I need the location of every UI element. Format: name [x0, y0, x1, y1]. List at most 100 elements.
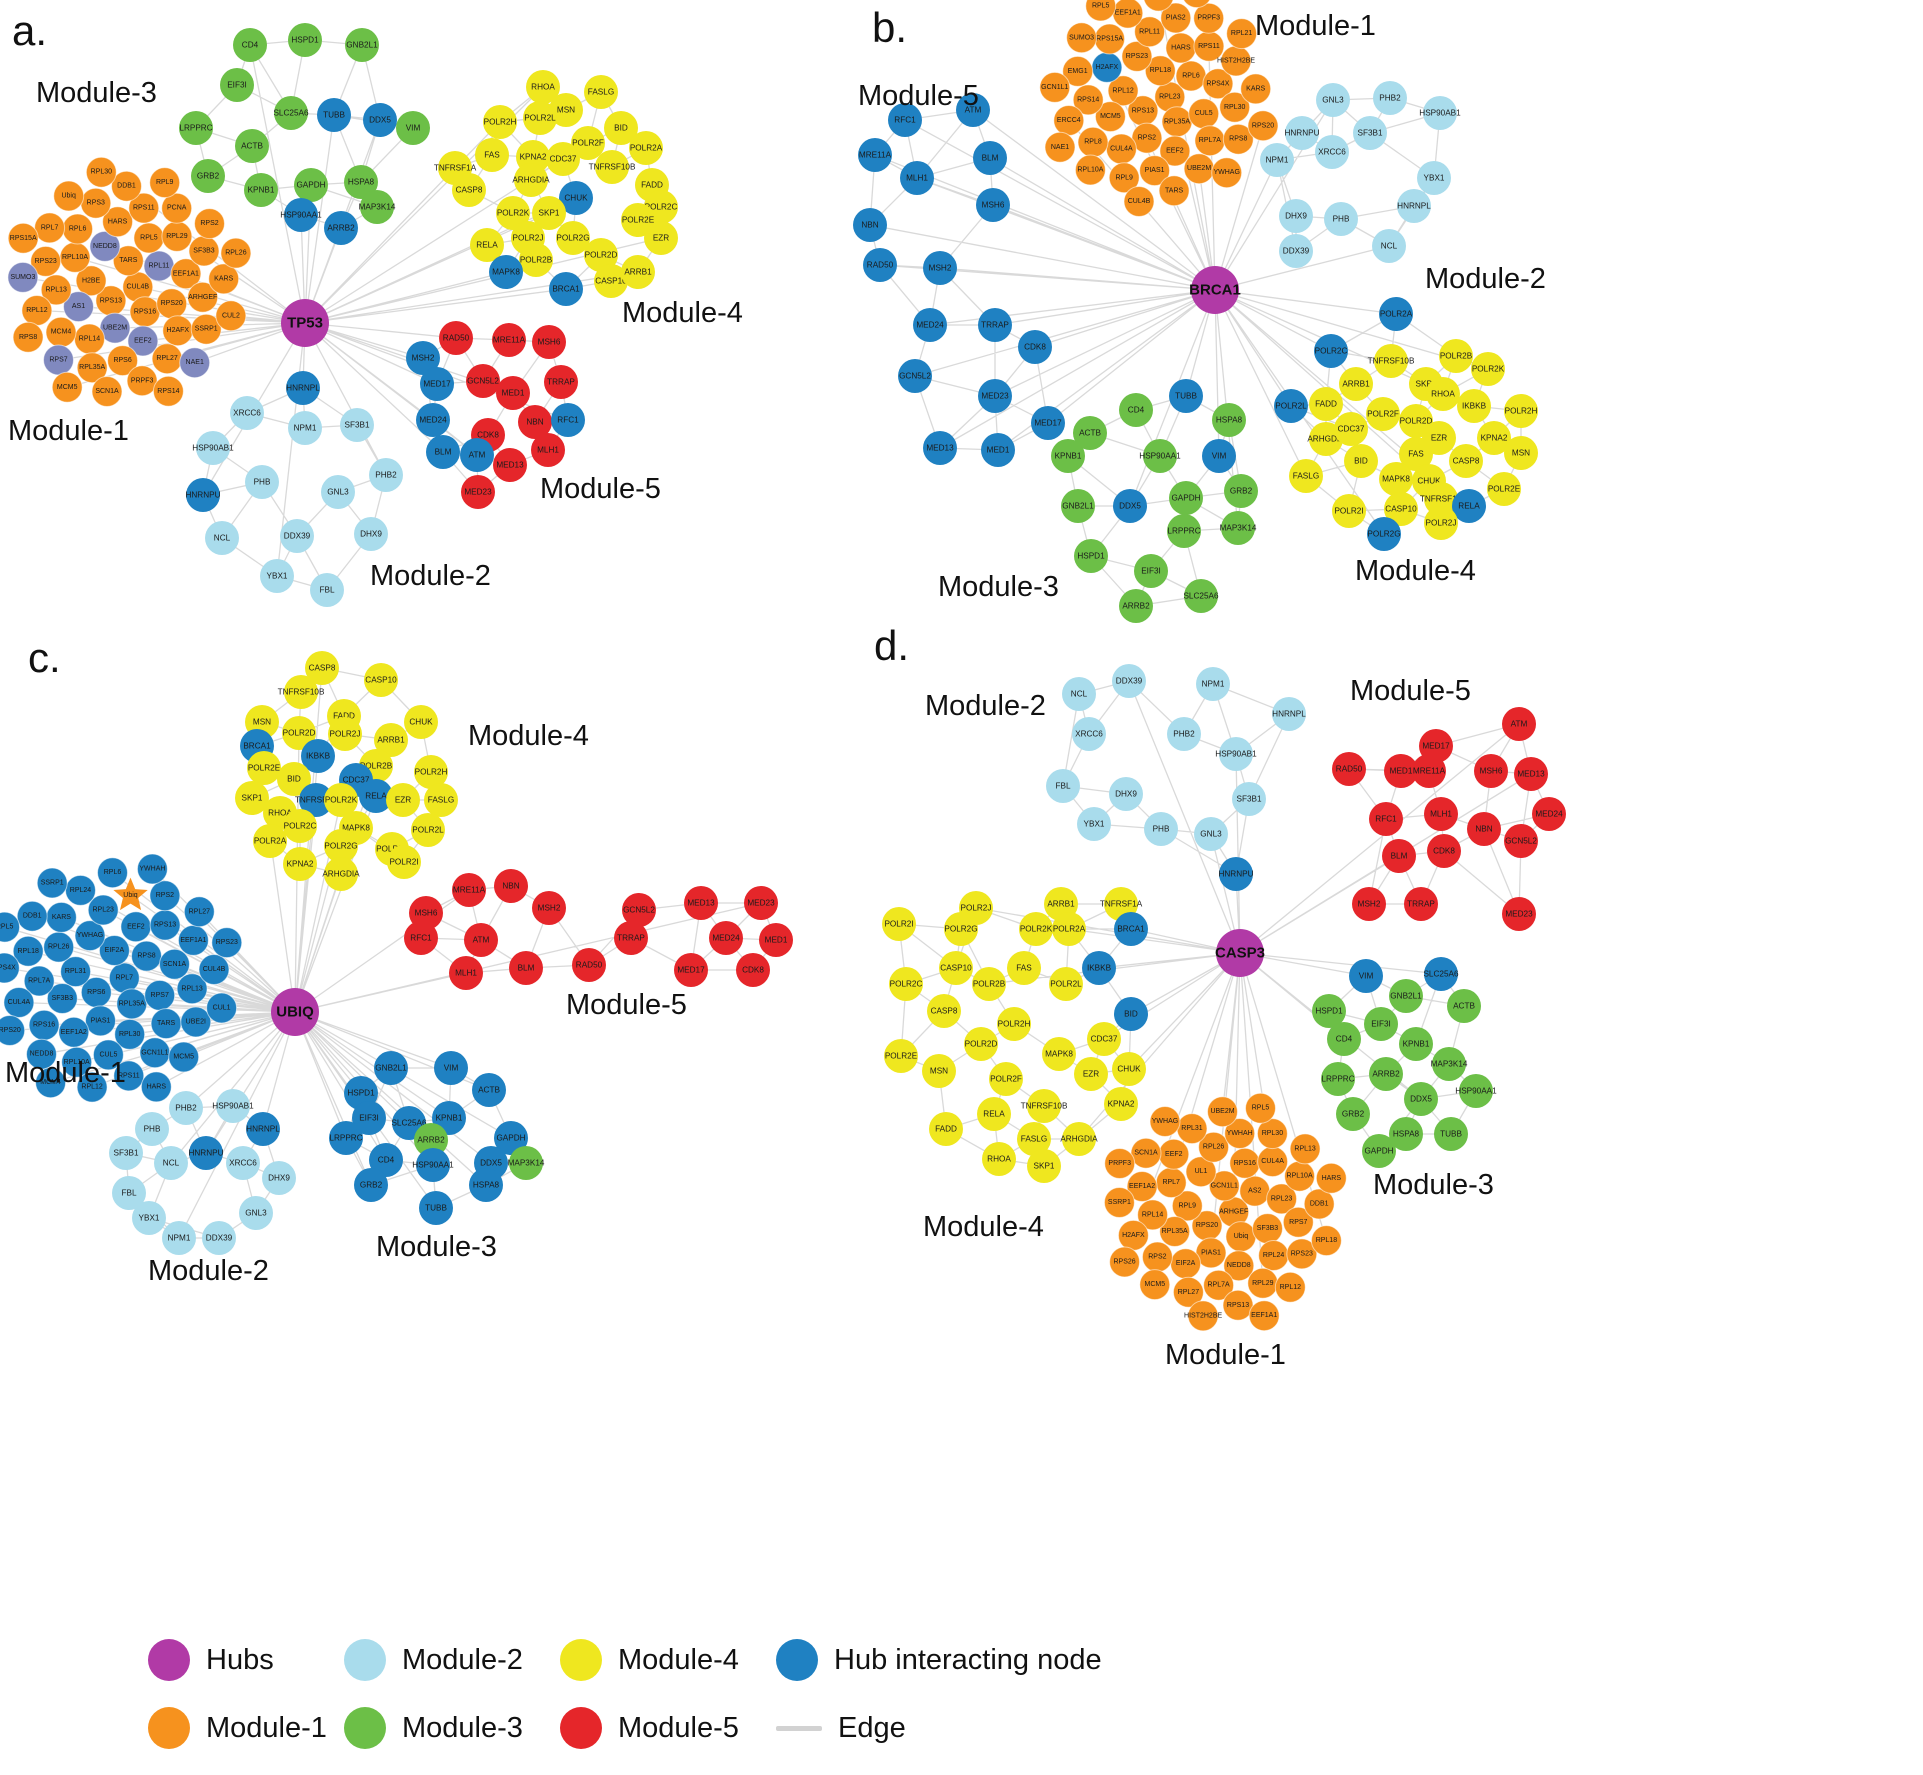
node-H2AFX[interactable] — [1117, 1219, 1149, 1251]
node-SF3B1[interactable] — [340, 408, 374, 442]
node-RPS23[interactable] — [30, 245, 62, 277]
node-POLR2L[interactable] — [1049, 967, 1083, 1001]
node-CDK8[interactable] — [1427, 834, 1461, 868]
node-BID[interactable] — [1344, 444, 1378, 478]
node-MED17[interactable] — [420, 367, 454, 401]
node-MED13[interactable] — [1514, 757, 1548, 791]
node-MED23[interactable] — [744, 886, 778, 920]
node-CUL4A[interactable] — [1105, 133, 1137, 165]
node-FAS[interactable] — [475, 138, 509, 172]
node-RPL7A[interactable] — [1203, 1269, 1235, 1301]
node-RFC1[interactable] — [1369, 802, 1403, 836]
node-HSP90AB1[interactable] — [1219, 737, 1253, 771]
node-CUL4A[interactable] — [1257, 1146, 1289, 1178]
node-GCN1L1[interactable] — [1208, 1170, 1240, 1202]
node-EEF2[interactable] — [1159, 135, 1191, 167]
node-RAD50[interactable] — [1332, 752, 1366, 786]
node-DHX9[interactable] — [354, 517, 388, 551]
node-RPL9[interactable] — [1108, 162, 1140, 194]
node-RPS15A[interactable] — [7, 222, 39, 254]
node-ARRB2[interactable] — [1369, 1057, 1403, 1091]
node-RELA[interactable] — [359, 779, 393, 813]
node-NPM1[interactable] — [162, 1221, 196, 1255]
node-RELA[interactable] — [470, 228, 504, 262]
node-RPS6[interactable] — [107, 345, 139, 377]
node-AS1[interactable] — [63, 291, 94, 323]
node-EIF3I[interactable] — [1364, 1007, 1398, 1041]
node-RAD50[interactable] — [863, 248, 897, 282]
node-MED24[interactable] — [416, 403, 450, 437]
node-MED17[interactable] — [674, 953, 708, 987]
node-RPL26[interactable] — [43, 931, 75, 963]
node-CASP8[interactable] — [305, 651, 339, 685]
node-YWHAG[interactable] — [1211, 157, 1243, 189]
node-CD4[interactable] — [1119, 393, 1153, 427]
node-TUBB[interactable] — [1169, 379, 1203, 413]
node-RPS8[interactable] — [1222, 123, 1254, 155]
node-POLR2D[interactable] — [282, 716, 316, 750]
node-XRCC6[interactable] — [226, 1146, 260, 1180]
node-POLR2H[interactable] — [1504, 394, 1538, 428]
node-RPL12[interactable] — [21, 295, 53, 326]
node-GNB2L1[interactable] — [374, 1051, 408, 1085]
node-PHB2[interactable] — [369, 458, 403, 492]
node-CD4[interactable] — [1327, 1022, 1361, 1056]
node-DDX39[interactable] — [280, 519, 314, 553]
node-TUBB[interactable] — [419, 1191, 453, 1225]
node-RPS8[interactable] — [12, 321, 44, 353]
node-RPL6[interactable] — [1175, 60, 1207, 92]
node-GNL3[interactable] — [1194, 817, 1228, 851]
node-RPL31[interactable] — [60, 956, 92, 988]
node-RPL18[interactable] — [1144, 55, 1176, 87]
node-RPL7A[interactable] — [23, 965, 55, 997]
node-MCM4[interactable] — [45, 316, 77, 348]
node-EEF2[interactable] — [1158, 1138, 1190, 1170]
node-FASLG[interactable] — [1289, 459, 1323, 493]
node-KPNB1[interactable] — [1051, 439, 1085, 473]
node-MED23[interactable] — [978, 379, 1012, 413]
node-FBL[interactable] — [1046, 769, 1080, 803]
node-CHUK[interactable] — [559, 181, 593, 215]
node-NBN[interactable] — [853, 208, 887, 242]
node-FAS[interactable] — [1007, 951, 1041, 985]
node-MSH6[interactable] — [1474, 754, 1508, 788]
node-RAD50[interactable] — [439, 321, 473, 355]
node-RPL30[interactable] — [1256, 1118, 1288, 1150]
node-MSH2[interactable] — [923, 251, 957, 285]
node-MRE11A[interactable] — [1412, 754, 1446, 788]
node-DDX5[interactable] — [1404, 1082, 1438, 1116]
node-PHB2[interactable] — [1167, 717, 1201, 751]
node-POLR2H[interactable] — [414, 755, 448, 789]
node-ACTB[interactable] — [1447, 989, 1481, 1023]
node-RPS3[interactable] — [80, 187, 112, 219]
hub-node-casp3[interactable] — [1216, 929, 1264, 977]
node-NCL[interactable] — [205, 521, 239, 555]
node-TARS[interactable] — [150, 1008, 182, 1040]
node-RHOA[interactable] — [1426, 377, 1460, 411]
node-RPL26[interactable] — [220, 237, 252, 269]
node-SCN1A[interactable] — [1130, 1137, 1162, 1169]
node-NEDD8[interactable] — [1223, 1250, 1255, 1282]
node-GAPDH[interactable] — [1169, 481, 1203, 515]
node-MED13[interactable] — [684, 886, 718, 920]
node-ACTB[interactable] — [472, 1073, 506, 1107]
node-EZR[interactable] — [386, 783, 420, 817]
node-RELA[interactable] — [977, 1097, 1011, 1131]
node-NPM1[interactable] — [1196, 667, 1230, 701]
node-POLR2B[interactable] — [1439, 339, 1473, 373]
node-CASP8[interactable] — [1449, 444, 1483, 478]
node-HARS[interactable] — [1315, 1162, 1347, 1194]
node-RPL10A[interactable] — [1284, 1160, 1316, 1192]
node-TRRAP[interactable] — [614, 921, 648, 955]
node-VIM[interactable] — [434, 1051, 468, 1085]
node-KPNB1[interactable] — [244, 173, 278, 207]
node-FADD[interactable] — [929, 1112, 963, 1146]
node-MED23[interactable] — [1502, 897, 1536, 931]
node-ARRB1[interactable] — [621, 255, 655, 289]
node-YBX1[interactable] — [1417, 161, 1451, 195]
node-VIM[interactable] — [1349, 959, 1383, 993]
node-CHUK[interactable] — [1112, 1052, 1146, 1086]
node-TRRAP[interactable] — [978, 308, 1012, 342]
node-MLH1[interactable] — [900, 161, 934, 195]
node-RPL14[interactable] — [1137, 1199, 1169, 1231]
